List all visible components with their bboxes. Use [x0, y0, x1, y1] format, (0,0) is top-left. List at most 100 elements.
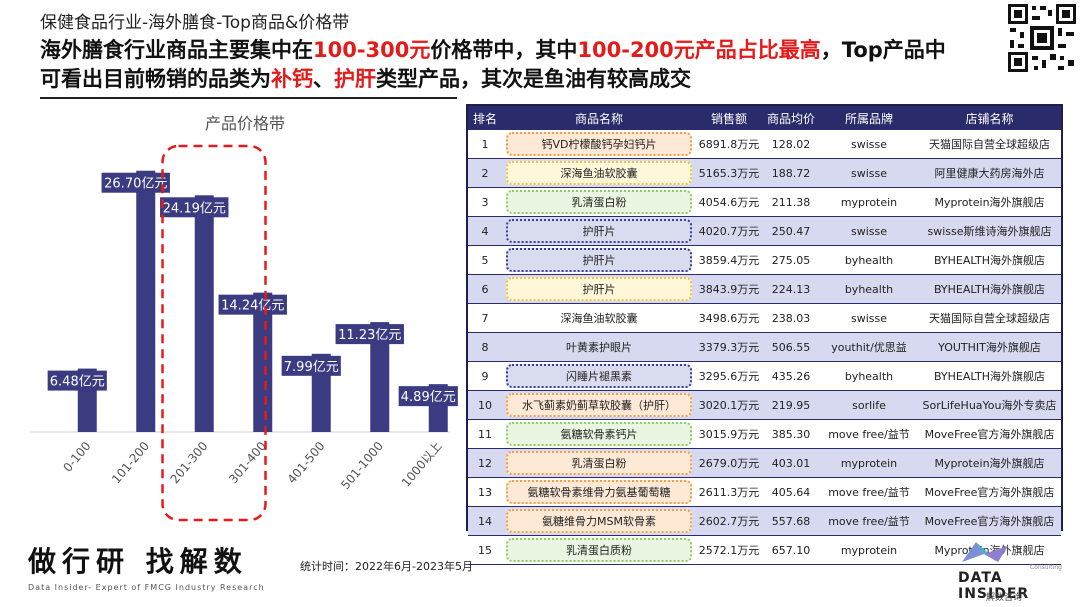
sales-cell: 6891.8万元 [696, 130, 762, 159]
brand-cell: swisse [820, 303, 918, 333]
rank-cell: 12 [468, 448, 502, 478]
brand-cell: swisse [820, 158, 918, 188]
rank-cell: 11 [468, 419, 502, 449]
product-name-label: 深海鱼油软胶囊 [506, 161, 692, 185]
store-cell: 天猫国际自营全球超级店 [918, 130, 1061, 159]
data-label: 4.89亿元 [401, 390, 456, 405]
bar [370, 322, 390, 432]
table-row: 14 氨糖维骨力MSM软骨素 2602.7万元 557.68 move free/益节 M… [468, 506, 1061, 536]
table-row: 15 乳清蛋白质粉 2572.1万元 657.10 myprotein Myprotein… [468, 535, 1061, 565]
sales-cell: 3843.9万元 [696, 274, 762, 304]
rank-cell: 13 [468, 477, 502, 507]
table-row: 9 闪睡片褪黑素 3295.6万元 435.26 byhealth BYHEALTH海外旗… [468, 361, 1061, 391]
product-name-label: 乳清蛋白质粉 [506, 538, 692, 562]
qr-code-icon [1006, 2, 1078, 74]
rank-cell: 14 [468, 506, 502, 536]
product-name-label: 护肝片 [506, 248, 692, 272]
product-name-label: 乳清蛋白粉 [506, 190, 692, 214]
brand-cell: swisse [820, 216, 918, 246]
brand-cell: myprotein [820, 448, 918, 478]
product-name-cell: 乳清蛋白质粉 [502, 535, 696, 565]
store-cell: 阿里健康大药房海外店 [918, 158, 1061, 188]
rank-cell: 6 [468, 274, 502, 304]
data-label-bg [281, 355, 341, 376]
product-name-label: 护肝片 [506, 277, 692, 301]
product-name-cell: 钙VD柠檬酸钙孕妇钙片 [502, 130, 696, 159]
statistics-period: 统计时间：2022年6月-2023年5月 [300, 560, 473, 573]
store-cell: Myprotein海外旗舰店 [918, 535, 1061, 565]
avg-price-cell: 250.47 [762, 216, 820, 246]
product-name-cell: 深海鱼油软胶囊 [502, 158, 696, 188]
sales-cell: 3859.4万元 [696, 245, 762, 275]
data-label: 26.70亿元 [104, 177, 167, 192]
data-label: 7.99亿元 [284, 360, 339, 375]
headline-segment: 100-300元 [313, 38, 431, 62]
header-product-name: 商品名称 [502, 106, 696, 130]
header-rank: 排名 [468, 106, 502, 130]
sales-cell: 4054.6万元 [696, 187, 762, 217]
x-tick-label: 201-300 [168, 439, 211, 486]
sales-cell: 3015.9万元 [696, 419, 762, 449]
headline-divider [40, 97, 457, 99]
brand-cell: sorlife [820, 390, 918, 420]
header-avg-price: 商品均价 [762, 106, 820, 130]
brand-cell: move free/益节 [820, 477, 918, 507]
avg-price-cell: 435.26 [762, 361, 820, 391]
rank-cell: 9 [468, 361, 502, 391]
chart-title: 产品价格带 [205, 114, 286, 133]
avg-price-cell: 219.95 [762, 390, 820, 420]
header-store: 店铺名称 [918, 106, 1061, 130]
data-label: 24.19亿元 [163, 201, 226, 216]
product-name-label: 叶黄素护眼片 [566, 341, 632, 354]
table-row: 13 氨糖软骨素维骨力氨基葡萄糖 2611.3万元 405.64 move free/益… [468, 477, 1061, 507]
data-label-bg [218, 294, 287, 315]
footer-logo-text: 做行研 找解数 [28, 545, 248, 578]
top-products-table: 排名 商品名称 销售额 商品均价 所属品牌 店铺名称 1 钙VD柠檬酸钙孕妇钙片 6… [466, 104, 1063, 565]
sales-cell: 3295.6万元 [696, 361, 762, 391]
avg-price-cell: 557.68 [762, 506, 820, 536]
product-name-label: 护肝片 [506, 219, 692, 243]
avg-price-cell: 275.05 [762, 245, 820, 275]
data-label: 6.48亿元 [50, 375, 105, 390]
sales-cell: 2679.0万元 [696, 448, 762, 478]
avg-price-cell: 188.72 [762, 158, 820, 188]
rank-cell: 5 [468, 245, 502, 275]
table-row: 4 护肝片 4020.7万元 250.47 swisse swisse斯维诗海外旗舰店 [468, 216, 1061, 246]
store-cell: Myprotein海外旗舰店 [918, 187, 1061, 217]
rank-cell: 3 [468, 187, 502, 217]
avg-price-cell: 403.01 [762, 448, 820, 478]
product-name-label: 乳清蛋白粉 [506, 451, 692, 475]
highlight-dashed-box [161, 144, 267, 522]
headline-segment: 类型产品，其次是鱼油有较高成交 [376, 67, 691, 91]
brand-cell: youthit/优思益 [820, 332, 918, 362]
header-brand: 所属品牌 [820, 106, 918, 130]
rank-cell: 15 [468, 535, 502, 565]
product-name-cell: 氨糖维骨力MSM软骨素 [502, 506, 696, 536]
store-cell: MoveFree官方海外旗舰店 [918, 506, 1061, 536]
sales-cell: 2602.7万元 [696, 506, 762, 536]
headline-segment: ，Top产品中可看出目前畅销的品类为 [40, 38, 946, 91]
table-row: 6 护肝片 3843.9万元 224.13 byhealth BYHEALTH海外旗舰店 [468, 274, 1061, 304]
product-name-cell: 氨糖软骨素维骨力氨基葡萄糖 [502, 477, 696, 507]
product-name-label: 钙VD柠檬酸钙孕妇钙片 [506, 132, 692, 156]
x-tick-label: 1000以上 [399, 439, 445, 490]
store-cell: 天猫国际自营全球超级店 [918, 303, 1061, 333]
brand-chinese-name: 解数咨询 [986, 593, 1023, 603]
bar [253, 292, 273, 432]
headline-segment: 100-200元产品占比最高 [577, 38, 821, 62]
header-sales: 销售额 [696, 106, 762, 130]
store-cell: BYHEALTH海外旗舰店 [918, 361, 1061, 391]
x-tick-label: 301-400 [226, 439, 269, 486]
store-cell: MoveFree官方海外旗舰店 [918, 477, 1061, 507]
product-name-label: 水飞蓟素奶蓟草软胶囊（护肝） [506, 393, 692, 417]
avg-price-cell: 128.02 [762, 130, 820, 159]
avg-price-cell: 405.64 [762, 477, 820, 507]
data-label-bg [335, 324, 404, 345]
data-label-bg [47, 370, 107, 391]
table-row: 2 深海鱼油软胶囊 5165.3万元 188.72 swisse 阿里健康大药房海外店 [468, 158, 1061, 188]
x-tick-label: 101-200 [109, 439, 152, 486]
table-row: 1 钙VD柠檬酸钙孕妇钙片 6891.8万元 128.02 swisse 天猫国际自营全球… [468, 130, 1061, 159]
avg-price-cell: 657.10 [762, 535, 820, 565]
sales-cell: 2572.1万元 [696, 535, 762, 565]
rank-cell: 2 [468, 158, 502, 188]
